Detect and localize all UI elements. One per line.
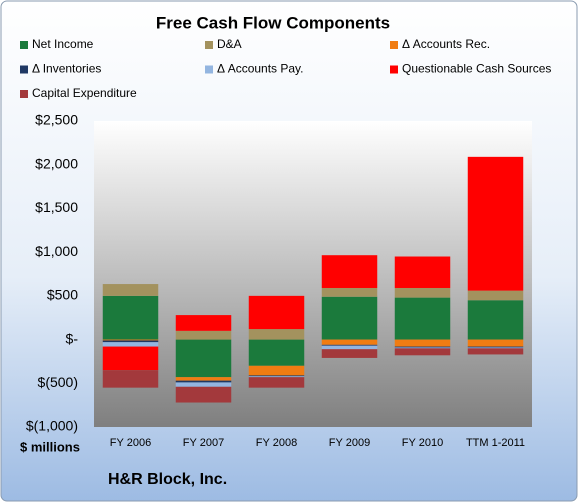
bar-segment — [248, 365, 305, 376]
y-tick-label: $(500) — [38, 374, 78, 390]
y-axis-label: $ millions — [20, 439, 80, 454]
legend-label: Capital Expenditure — [32, 86, 137, 100]
legend-label: Δ Accounts Rec. — [402, 37, 490, 51]
bar-segment — [321, 255, 378, 288]
legend-label: Δ Inventories — [32, 62, 101, 76]
y-tick-label: $2,500 — [35, 112, 78, 128]
legend-swatch — [20, 41, 28, 49]
x-tick-label: FY 2009 — [329, 437, 370, 449]
bar-segment — [175, 339, 232, 378]
bar-segment — [394, 256, 451, 288]
bar-segment — [175, 330, 232, 340]
legend-swatch — [20, 65, 28, 74]
y-tick-label: $2,000 — [35, 155, 78, 171]
bar-segment — [321, 349, 378, 358]
bar-segment — [175, 377, 232, 381]
x-tick-label: FY 2006 — [110, 437, 151, 449]
bar-segment — [394, 346, 451, 348]
bar-segment — [248, 339, 305, 366]
bar-segment — [102, 339, 159, 341]
bar-segment — [467, 347, 524, 349]
bar-segment — [248, 377, 305, 388]
bar-segment — [248, 329, 305, 340]
bar-segment — [394, 297, 451, 340]
bar-segment — [321, 345, 378, 350]
bar-segment — [248, 295, 305, 330]
bar-segment — [467, 300, 524, 340]
bar-segment — [467, 156, 524, 291]
bar-segment — [102, 295, 159, 340]
bar-segment — [102, 342, 159, 347]
bar-segment — [394, 348, 451, 356]
bar-segment — [102, 346, 159, 371]
bar-segment — [467, 346, 524, 348]
bar-segment — [175, 315, 232, 331]
legend-swatch — [205, 41, 213, 49]
bar-segment — [175, 380, 232, 383]
legend-label: D&A — [217, 37, 242, 51]
bar-segment — [467, 290, 524, 301]
legend-label: Δ Accounts Pay. — [217, 62, 304, 76]
bar-segment — [102, 370, 159, 388]
legend-label: Questionable Cash Sources — [402, 62, 551, 76]
y-tick-label: $- — [66, 330, 79, 346]
plot-area — [94, 121, 532, 427]
legend-swatch — [20, 90, 28, 98]
bar-segment — [321, 287, 378, 297]
bar-segment — [321, 344, 378, 346]
bar-segment — [248, 376, 305, 378]
bar-segment — [248, 375, 305, 377]
bar-segment — [467, 348, 524, 355]
bar-segment — [102, 340, 159, 343]
legend-swatch — [205, 65, 213, 74]
bar-segment — [321, 339, 378, 345]
bar-segment — [175, 382, 232, 387]
legend-swatch — [390, 65, 398, 74]
y-tick-label: $1,000 — [35, 243, 78, 259]
y-tick-label: $(1,000) — [26, 418, 78, 434]
bar-segment — [175, 386, 232, 403]
legend-label: Net Income — [32, 37, 94, 51]
x-tick-label: FY 2008 — [256, 437, 297, 449]
y-tick-label: $500 — [47, 287, 78, 303]
bar-segment — [467, 339, 524, 347]
x-tick-label: TTM 1-2011 — [466, 437, 525, 449]
legend-swatch — [390, 41, 398, 49]
x-tick-label: FY 2007 — [183, 437, 224, 449]
bar-segment — [321, 296, 378, 340]
bar-segment — [102, 284, 159, 296]
footer: H&R Block, Inc. — [108, 471, 227, 488]
bar-segment — [394, 347, 451, 349]
bar-segment — [394, 339, 451, 347]
bar-segment — [394, 287, 451, 298]
y-tick-label: $1,500 — [35, 199, 78, 215]
x-tick-label: FY 2010 — [402, 437, 443, 449]
chart-title: Free Cash Flow Components — [156, 13, 390, 32]
